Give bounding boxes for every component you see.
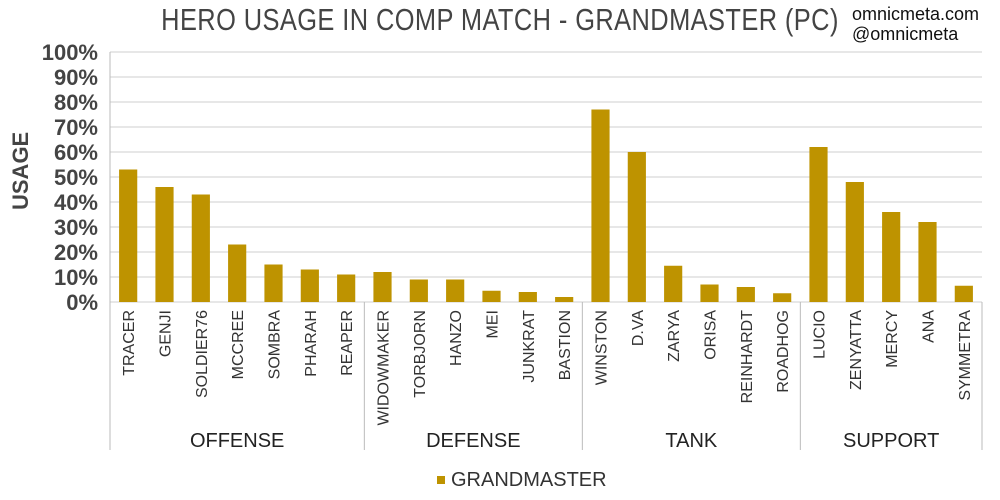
x-tick-label: ANA	[921, 310, 938, 343]
bar-zarya	[664, 265, 683, 302]
watermark-handle: @omnicmeta	[852, 24, 959, 44]
y-tick-label: 80%	[54, 90, 98, 115]
x-tick-label: SOLDIER76	[194, 310, 211, 398]
bar-orisa	[700, 284, 719, 302]
bar-reaper	[337, 274, 356, 302]
bar-soldier76	[191, 194, 210, 302]
x-tick-label: HANZO	[448, 310, 465, 366]
group-label: DEFENSE	[426, 430, 520, 452]
bar-bastion	[555, 297, 574, 302]
x-tick-label: D.VA	[630, 310, 647, 346]
legend-swatch	[437, 476, 445, 484]
x-tick-label: ORISA	[703, 310, 720, 360]
x-tick-label: SYMMETRA	[957, 310, 974, 401]
x-tick-label: SOMBRA	[267, 310, 284, 380]
x-tick-label: GENJI	[158, 310, 175, 357]
bar-pharah	[300, 269, 319, 302]
y-tick-label: 70%	[54, 115, 98, 140]
y-tick-label: 0%	[66, 290, 98, 315]
x-tick-label: PHARAH	[303, 310, 320, 377]
x-tick-label: TORBJORN	[412, 310, 429, 398]
x-tick-label: ZENYATTA	[848, 310, 865, 390]
x-tick-label: JUNKRAT	[521, 310, 538, 383]
watermark-site: omnicmeta.com	[852, 4, 980, 24]
group-label: TANK	[665, 430, 718, 452]
x-tick-label: WINSTON	[594, 310, 611, 385]
y-tick-label: 10%	[54, 265, 98, 290]
bar-reinhardt	[736, 287, 755, 302]
bar-hanzo	[446, 279, 465, 302]
bar-mei	[482, 290, 501, 302]
x-tick-label: TRACER	[121, 310, 138, 376]
bar-mccree	[228, 244, 247, 302]
bar-lucio	[809, 147, 828, 302]
bar-mercy	[882, 212, 901, 302]
x-tick-label: ROADHOG	[775, 310, 792, 393]
bar-roadhog	[773, 293, 792, 302]
x-tick-label: REINHARDT	[739, 310, 756, 404]
x-tick-label: REAPER	[339, 310, 356, 376]
bar-sombra	[264, 264, 283, 302]
x-tick-label: BASTION	[557, 310, 574, 380]
legend: GRANDMASTER	[437, 467, 607, 493]
bar-tracer	[119, 169, 138, 302]
bar-junkrat	[518, 292, 537, 302]
bar-genji	[155, 187, 174, 302]
y-tick-label: 40%	[54, 190, 98, 215]
bar-zenyatta	[845, 182, 864, 302]
bar-ana	[918, 222, 937, 302]
y-tick-label: 20%	[54, 240, 98, 265]
x-tick-label: ZARYA	[666, 310, 683, 362]
x-tick-label: MERCY	[884, 310, 901, 368]
y-tick-label: 100%	[42, 40, 98, 65]
bar-winston	[591, 109, 610, 302]
x-tick-label: LUCIO	[812, 310, 829, 359]
x-tick-label: MEI	[485, 310, 502, 338]
y-tick-label: 50%	[54, 165, 98, 190]
legend-label: GRANDMASTER	[451, 468, 607, 491]
chart-title: HERO USAGE IN COMP MATCH - GRANDMASTER (…	[161, 2, 839, 37]
bar-d-va	[627, 152, 646, 302]
bar-widowmaker	[373, 272, 392, 302]
y-tick-label: 30%	[54, 215, 98, 240]
bar-torbjorn	[409, 279, 428, 302]
x-tick-label: WIDOWMAKER	[376, 310, 393, 426]
y-tick-label: 90%	[54, 65, 98, 90]
y-tick-label: 60%	[54, 140, 98, 165]
group-label: OFFENSE	[190, 430, 284, 452]
group-label: SUPPORT	[843, 430, 939, 452]
watermark: omnicmeta.com @omnicmeta	[852, 4, 979, 44]
x-tick-label: MCCREE	[230, 310, 247, 379]
bar-symmetra	[954, 285, 973, 302]
